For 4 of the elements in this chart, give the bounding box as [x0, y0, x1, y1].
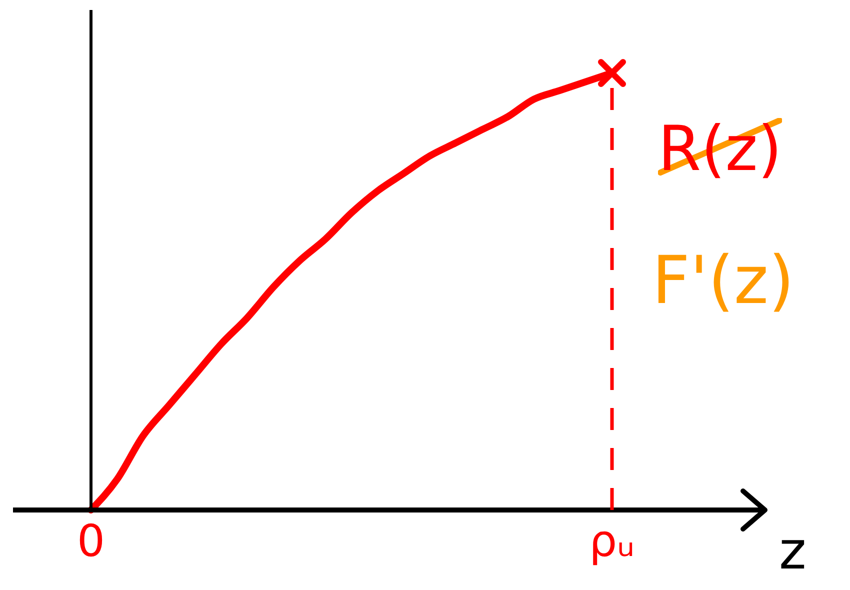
x-axis-title: z — [779, 521, 806, 582]
x-tick-label: 0 — [77, 516, 105, 567]
text: F'(z) — [652, 242, 794, 319]
x-tick-label: ρᵤ — [589, 516, 635, 567]
